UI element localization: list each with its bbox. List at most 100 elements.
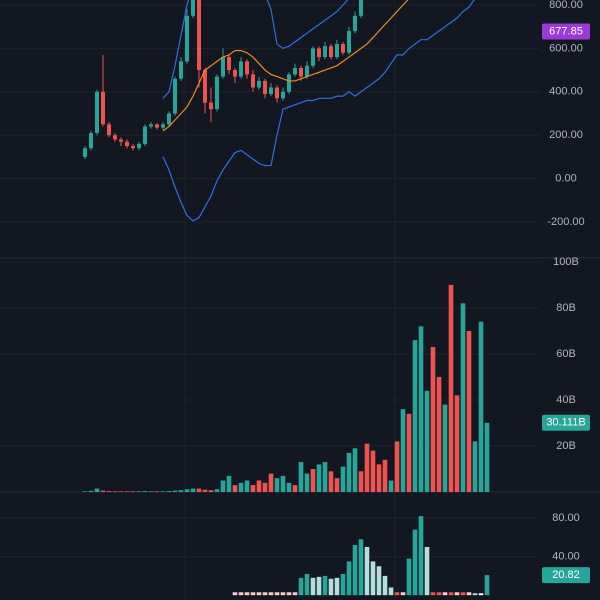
bar: [430, 592, 436, 596]
bar: [352, 545, 358, 596]
bar: [316, 576, 322, 596]
bar: [280, 475, 286, 492]
bar: [334, 577, 340, 596]
bar: [178, 490, 184, 492]
bar: [244, 480, 250, 492]
bar: [202, 489, 208, 492]
candle-body: [299, 67, 303, 77]
bar: [472, 593, 478, 596]
bar: [340, 466, 346, 492]
bar: [124, 491, 130, 492]
bar: [364, 546, 370, 596]
bar: [406, 413, 412, 492]
candle-body: [173, 78, 177, 114]
bar: [400, 592, 406, 596]
bar: [424, 546, 430, 596]
candle-body: [203, 70, 207, 103]
last-value-badge: [542, 414, 590, 431]
candle-body: [257, 80, 261, 88]
candle-body: [167, 113, 171, 125]
bar: [382, 575, 388, 596]
candle-body: [275, 87, 279, 99]
last-value-badge: [542, 567, 590, 584]
candle-body: [161, 124, 165, 128]
candle-body: [149, 124, 153, 127]
band-line: [162, 0, 475, 222]
bar: [232, 485, 238, 492]
bar: [430, 347, 436, 492]
bar: [478, 321, 484, 492]
candle-body: [341, 44, 345, 53]
candle-body: [353, 15, 357, 32]
candle-body: [269, 87, 273, 94]
bar: [160, 491, 166, 492]
bar: [262, 592, 268, 596]
last-value-label: 20.82: [552, 569, 580, 581]
bar: [400, 409, 406, 492]
bar: [136, 491, 142, 492]
bar: [442, 404, 448, 492]
bar: [346, 561, 352, 596]
bar: [466, 330, 472, 492]
bar: [358, 539, 364, 596]
bar: [256, 480, 262, 492]
bar: [466, 592, 472, 596]
candle-body: [317, 48, 321, 58]
bar: [280, 592, 286, 596]
bar: [472, 441, 478, 492]
bar: [484, 422, 490, 492]
candle-body: [281, 91, 285, 99]
bar: [166, 491, 172, 492]
bar: [364, 443, 370, 492]
band-line: [162, 0, 349, 99]
bar: [484, 575, 490, 596]
candle-body: [209, 102, 213, 110]
bar: [322, 575, 328, 596]
bar: [100, 490, 106, 492]
bar: [286, 592, 292, 596]
last-value-badge: [542, 23, 590, 40]
bar: [118, 491, 124, 492]
candle-body: [101, 91, 105, 125]
candle-body: [227, 57, 231, 71]
bar: [460, 592, 466, 596]
bar: [304, 573, 310, 596]
band-line: [162, 0, 409, 132]
bar: [454, 592, 460, 596]
bar: [346, 452, 352, 492]
candle-body: [221, 57, 225, 77]
pane: [0, 516, 540, 596]
pane: [0, 261, 540, 492]
bar: [436, 376, 442, 492]
y-tick-label: 100B: [553, 256, 579, 268]
y-tick-label: 40B: [556, 394, 576, 406]
candle-body: [191, 0, 195, 16]
candle-body: [125, 141, 129, 147]
bar: [172, 490, 178, 492]
y-tick-label: 0.00: [555, 172, 576, 184]
bar: [82, 491, 88, 492]
bar: [460, 303, 466, 492]
last-value-label: 30.111B: [546, 417, 585, 429]
bar: [232, 592, 238, 596]
bar: [304, 473, 310, 492]
candle-body: [293, 67, 297, 75]
bar: [370, 450, 376, 492]
bar: [250, 592, 256, 596]
candle-body: [197, 0, 201, 71]
candle-body: [107, 124, 111, 136]
bar: [328, 578, 334, 596]
bar: [220, 480, 226, 492]
bar: [322, 462, 328, 492]
bar: [268, 592, 274, 596]
y-tick-label: 400.00: [549, 86, 583, 98]
bar: [226, 475, 232, 492]
bar: [358, 471, 364, 492]
bar: [310, 577, 316, 596]
candle-body: [245, 61, 249, 75]
bar: [154, 491, 160, 492]
bar: [340, 573, 346, 596]
bar: [298, 462, 304, 492]
bar: [106, 491, 112, 492]
